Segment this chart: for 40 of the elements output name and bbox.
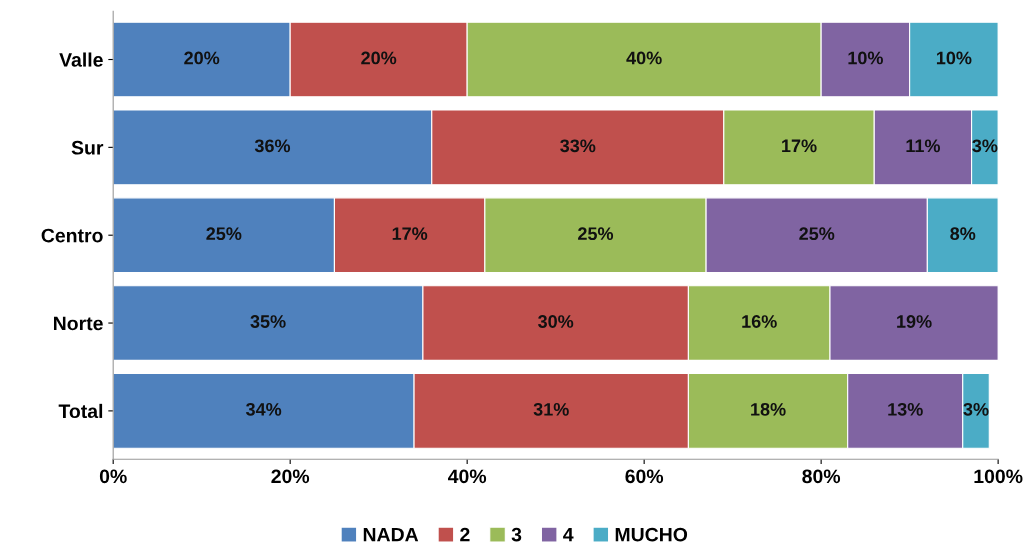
data-label: 3% xyxy=(963,402,989,416)
x-tick-label: 60% xyxy=(625,469,664,484)
data-label: 20% xyxy=(184,51,220,65)
y-tick-label: Norte xyxy=(53,316,103,331)
data-label: 10% xyxy=(848,51,883,65)
data-label: 18% xyxy=(751,402,786,416)
y-tick-label: Centro xyxy=(41,228,103,243)
legend-label: NADA xyxy=(363,527,419,542)
data-label: 17% xyxy=(782,139,817,153)
data-label: 25% xyxy=(206,227,242,241)
x-tick-label: 80% xyxy=(802,469,841,484)
x-tick-label: 100% xyxy=(974,469,1023,484)
data-label: 13% xyxy=(888,402,923,416)
legend-label: 3 xyxy=(511,527,522,542)
x-tick-label: 0% xyxy=(99,469,127,484)
data-label: 33% xyxy=(560,139,596,153)
data-label: 11% xyxy=(906,139,941,153)
data-label: 17% xyxy=(392,227,428,241)
legend-label: 4 xyxy=(563,527,574,542)
y-tick-label: Sur xyxy=(71,140,104,155)
data-label: 34% xyxy=(245,402,282,416)
data-label: 20% xyxy=(361,51,397,65)
data-label: 31% xyxy=(533,402,569,416)
y-tick-label: Valle xyxy=(59,52,103,67)
data-label: 3% xyxy=(972,139,998,153)
data-label: 36% xyxy=(254,139,291,153)
data-label: 8% xyxy=(950,227,976,241)
legend-label: 2 xyxy=(460,527,470,542)
y-tick-label: Total xyxy=(58,403,103,419)
data-label: 30% xyxy=(538,315,574,328)
legend-label: MUCHO xyxy=(615,527,688,542)
data-label: 25% xyxy=(799,227,835,241)
data-label: 40% xyxy=(626,51,662,65)
data-label: 16% xyxy=(742,315,777,328)
data-label: 25% xyxy=(578,227,614,241)
data-label: 35% xyxy=(250,315,286,328)
data-label: 19% xyxy=(897,315,932,328)
x-tick-label: 20% xyxy=(271,469,310,484)
data-label: 10% xyxy=(936,51,972,65)
x-tick-label: 40% xyxy=(448,469,487,484)
